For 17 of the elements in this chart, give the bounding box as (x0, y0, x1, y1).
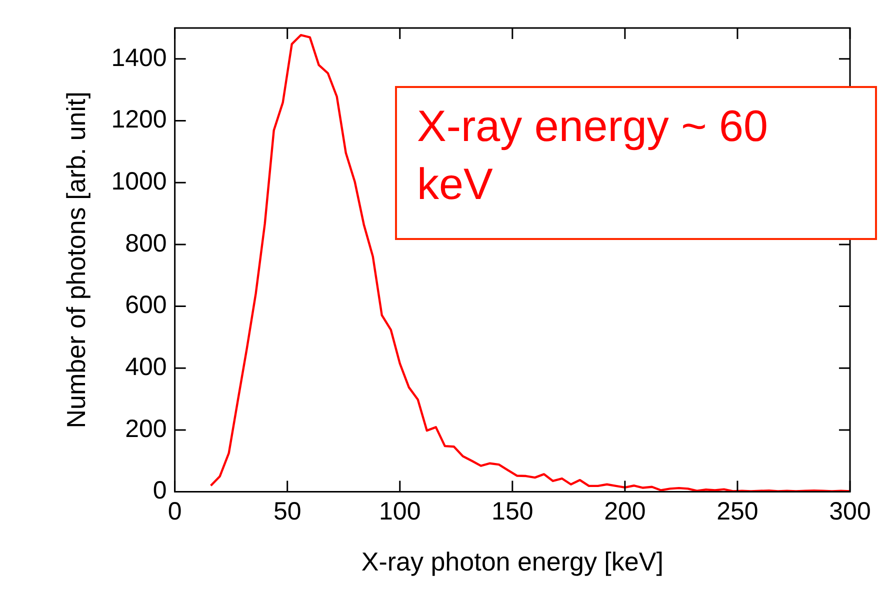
y-axis-title: Number of photons [arb. unit] (60, 92, 91, 428)
y-tick-label: 600 (125, 291, 167, 320)
x-tick-label: 300 (829, 498, 871, 526)
y-tick-label: 800 (125, 229, 167, 258)
x-tick-label: 50 (273, 498, 302, 526)
x-tick-label: 200 (604, 498, 646, 526)
y-tick-label: 200 (125, 414, 167, 443)
y-tick-label: 1200 (111, 106, 167, 134)
y-tick-label: 0 (152, 476, 167, 505)
x-tick-label: 250 (716, 498, 758, 526)
y-tick-label: 1400 (111, 44, 167, 72)
x-axis-title: X-ray photon energy [keV] (361, 546, 664, 577)
annotation: X-ray energy ~ 60 keV (417, 101, 769, 211)
y-tick-label: 400 (125, 353, 167, 382)
x-tick-label: 150 (492, 498, 534, 526)
y-tick-label: 1000 (111, 167, 167, 196)
x-tick-label: 100 (379, 498, 421, 526)
